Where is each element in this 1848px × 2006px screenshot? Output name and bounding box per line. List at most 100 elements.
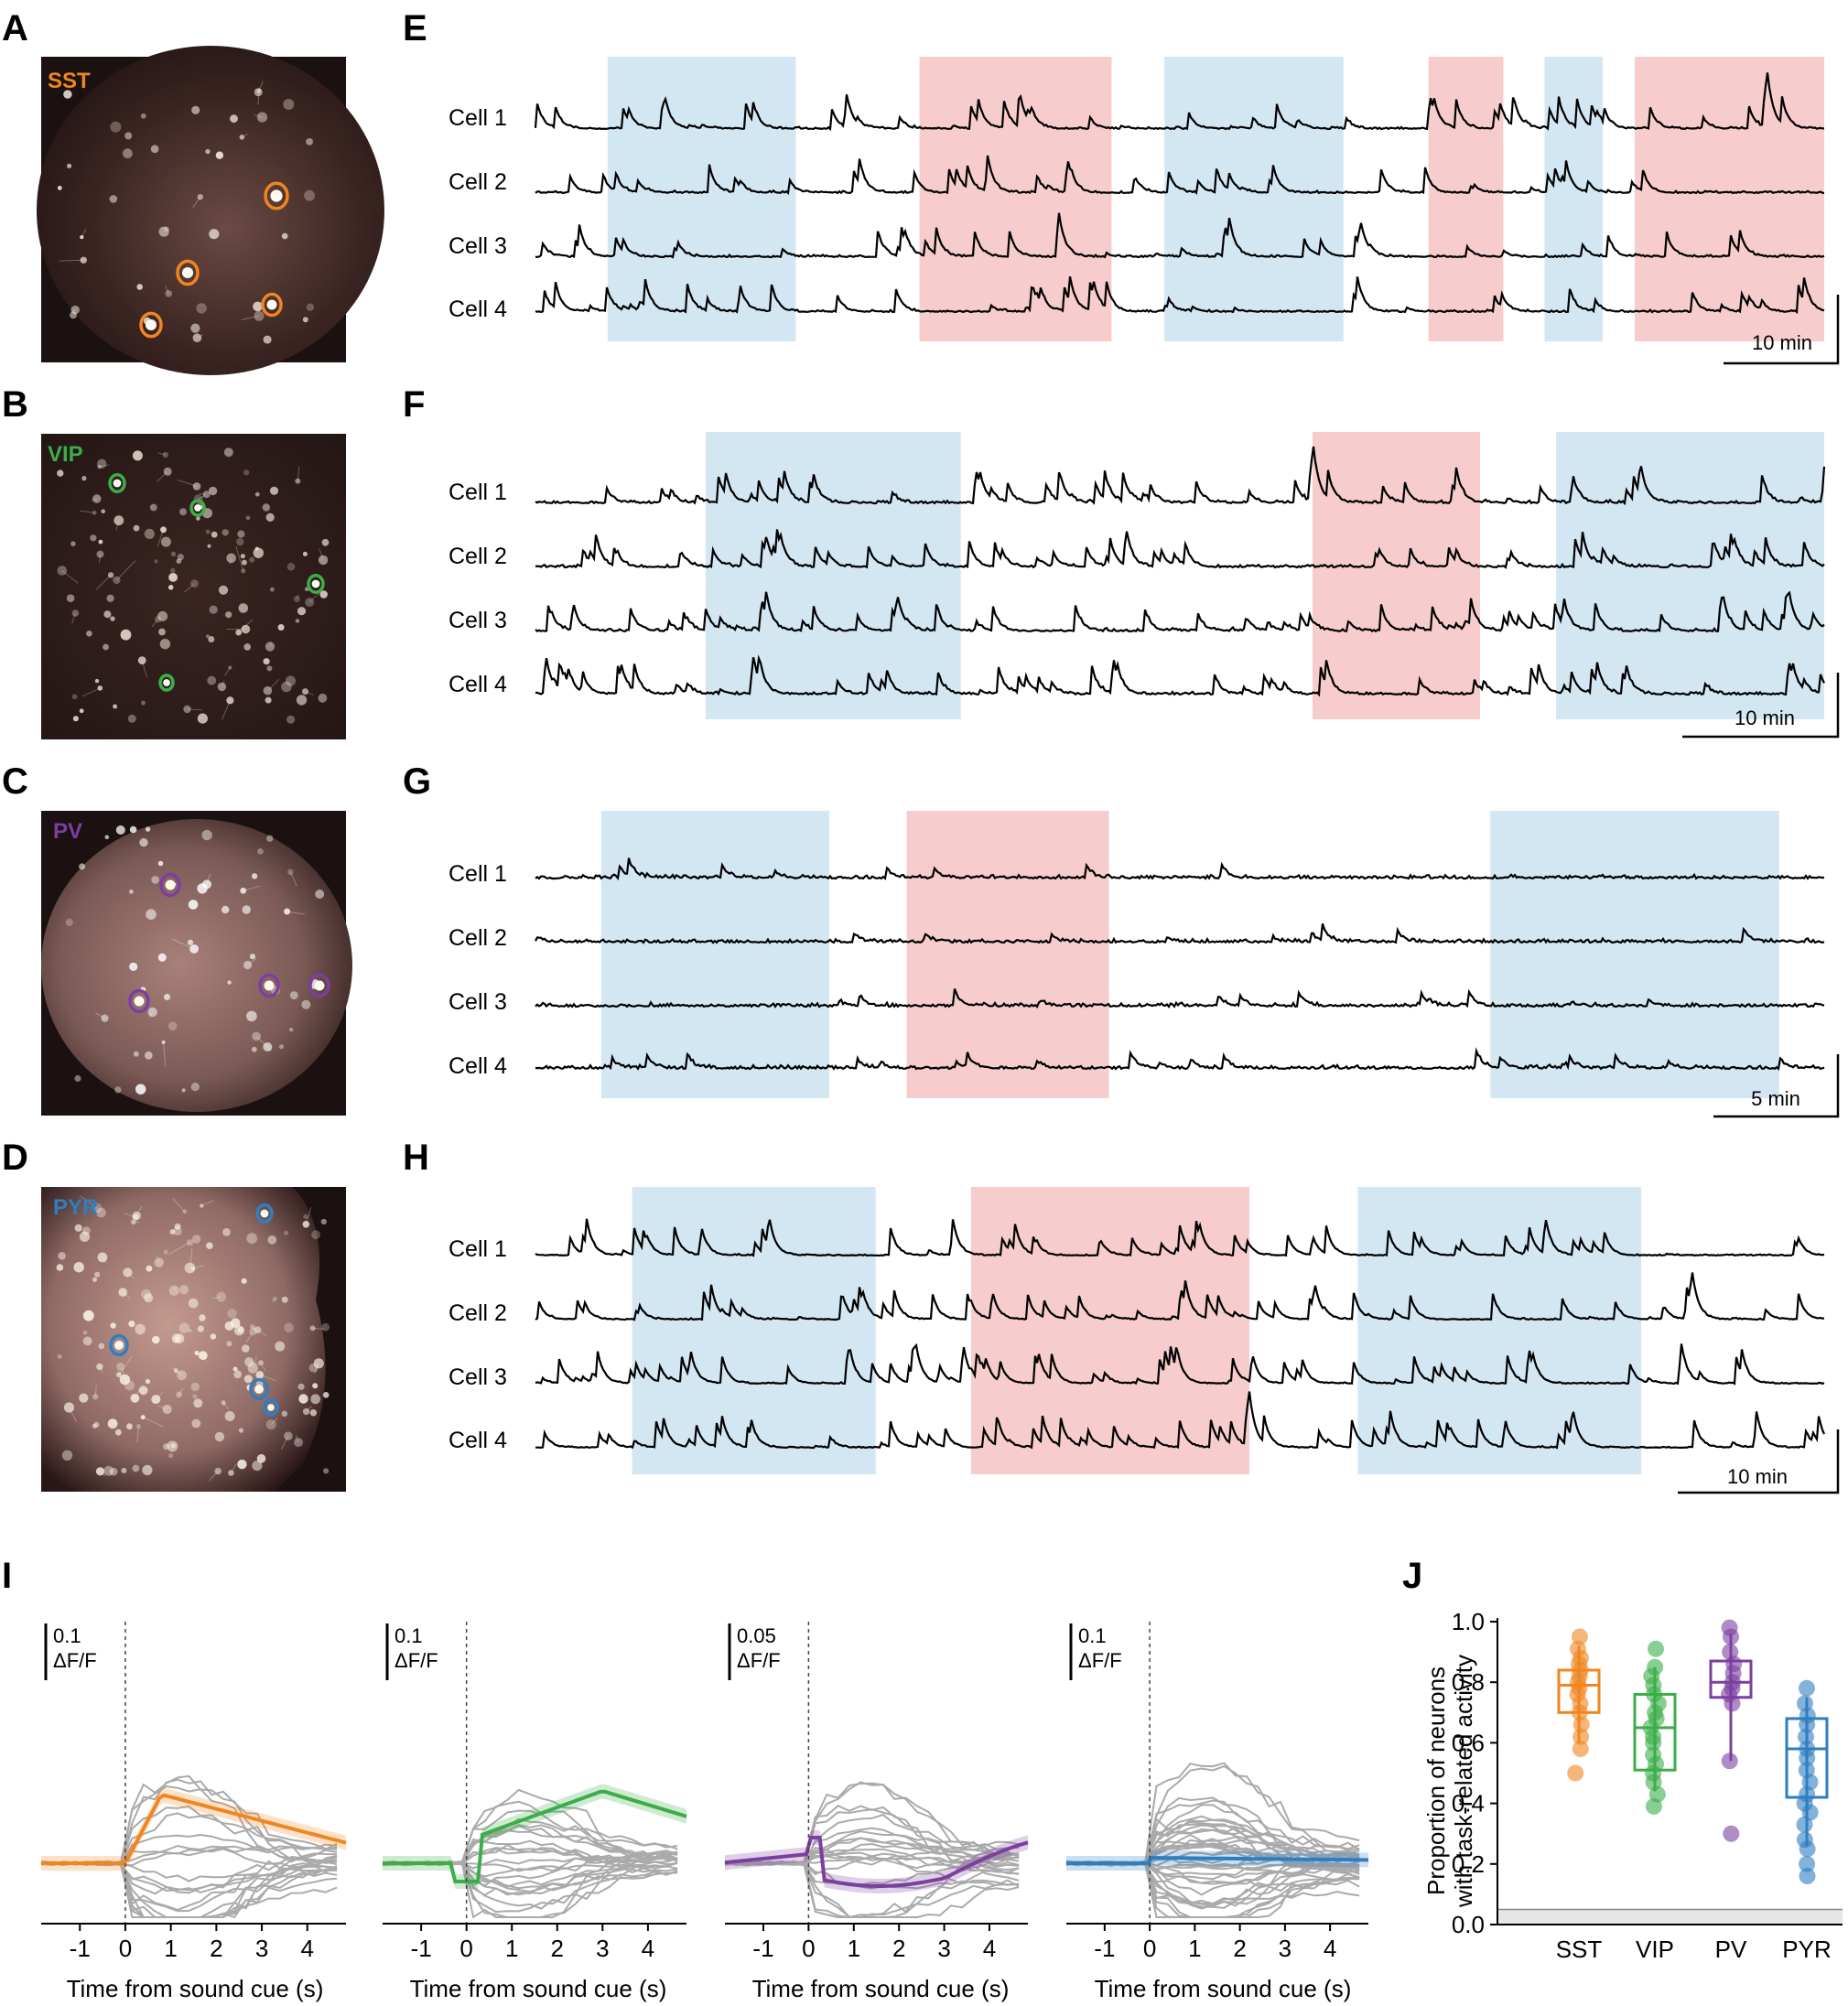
neuron-soma [188,1298,199,1309]
neuron-soma [306,303,315,311]
neuron-soma [101,509,105,513]
neurite [171,938,195,950]
neuron-soma [313,1358,324,1369]
behavior-blocks [632,1187,1642,1474]
neurite [280,1435,289,1451]
neuron-soma [214,1467,222,1475]
neuron-soma [79,863,86,870]
neurite [98,554,101,564]
neuron-soma [297,1383,305,1390]
neuron-soma [269,486,279,495]
y-tick-label: 0.4 [1452,1790,1485,1817]
neuron-soma [238,603,249,613]
neurite [261,1458,265,1461]
scalebar-label: 10 min [1727,1465,1788,1488]
psth-subplot-vip: -1 0 1 2 3 4 0.1 ΔF/F Time from sound cue (s) [382,1622,687,2002]
calcium-trace [535,529,1825,569]
neuron-soma [132,1464,140,1472]
roi-cell-body [260,1209,269,1218]
neuron-soma [161,1040,166,1044]
neuron-soma [174,1333,185,1343]
calcium-trace [535,857,1825,881]
neuron-soma [113,515,124,526]
neuron-soma [70,311,77,319]
neuron-soma [144,528,155,540]
neuron-soma [133,524,140,532]
neurite [80,510,95,513]
neuron-soma [202,491,211,499]
neuron-soma [188,900,199,910]
neuron-soma [107,1418,118,1429]
data-point [1572,1716,1590,1733]
neuron-soma [191,1235,201,1244]
roi-cell-body [254,1385,264,1394]
calcium-trace [535,275,1825,315]
neuron-soma [216,1291,227,1302]
neuron-soma [206,1242,213,1249]
neuron-soma [162,451,169,458]
neuron-soma [281,1296,288,1303]
trace-panel-f: F Cell 1 Cell 2 Cell 3 Cell 4 10 min [403,384,1840,739]
neuron-soma [168,573,178,582]
neuron-soma [218,585,229,595]
scalebar-unit: ΔF/F [394,1649,438,1672]
psth-traces: -1 0 1 2 3 4 [40,1622,347,1962]
neuron-soma [289,991,298,1000]
neuron-soma [257,848,264,855]
neuron-soma [321,1322,330,1332]
roi-cell-body [134,996,145,1007]
neuron-soma [144,1293,154,1303]
neuron-soma [169,567,176,574]
neuron-soma [222,1228,231,1236]
neuron-soma [168,1285,179,1296]
neuron-soma [244,1357,254,1367]
neurite [313,1363,319,1375]
cell-label-1: Cell 1 [448,861,507,887]
roi-cell-body [311,579,320,588]
neuron-soma [295,478,301,484]
neurite [59,259,84,262]
neuron-soma [215,151,224,159]
neuron-soma [81,476,87,481]
neuron-soma [140,113,146,119]
neuron-soma [224,1321,234,1331]
neuron-soma [139,837,148,847]
y-axis-label-line-1: Proportion of neurons [1422,1666,1450,1895]
neuron-soma [79,1393,89,1403]
neuron-soma [190,323,200,333]
mean-trace [41,1793,347,1865]
neurite [248,1361,259,1365]
neuron-soma [57,1354,62,1359]
neuron-soma [97,685,103,691]
neurite [305,1207,312,1224]
neuron-soma [66,594,75,602]
neurite [118,1355,133,1375]
neuron-soma [98,1343,105,1350]
neuron-soma [92,1203,103,1213]
y-tick-label: 0.2 [1452,1850,1485,1878]
neurite [230,1463,237,1473]
x-tick-label: 2 [551,1935,564,1962]
neuron-soma [133,1051,139,1057]
neuron-cluster [65,825,325,1095]
neuron-soma [266,665,273,672]
neurite [134,1387,141,1399]
neurite [69,1407,78,1422]
neuron-soma [120,629,132,641]
neurite [192,196,201,208]
neuron-soma [163,467,172,476]
neuron-soma [272,1296,277,1301]
neuron-soma [188,1329,192,1332]
neuron-soma [179,508,187,516]
neuron-soma [263,685,273,696]
x-tick-label: -1 [70,1935,91,1962]
neuron-soma [302,1407,310,1416]
neuron-soma [80,256,88,264]
neuron-soma [241,559,247,566]
neuron-soma [286,563,296,571]
neuron-soma [222,529,229,536]
neuron-soma [209,605,218,614]
neuron-soma [207,544,211,548]
roi-outline [255,1203,274,1224]
neuron-soma [80,235,84,240]
